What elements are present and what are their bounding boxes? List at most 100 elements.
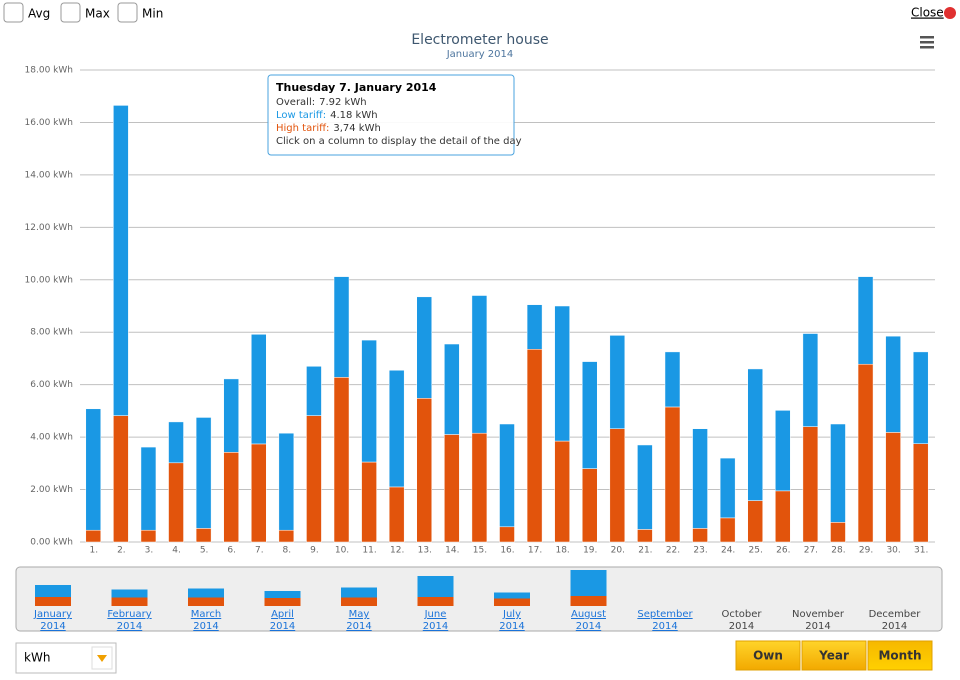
bar-segment[interactable]	[168, 462, 184, 543]
bar-segment[interactable]	[223, 452, 239, 543]
bar-segment[interactable]	[195, 417, 212, 529]
bar-segment[interactable]	[361, 339, 377, 463]
mini-bar-high[interactable]	[570, 596, 607, 606]
bar-segment[interactable]	[719, 517, 736, 543]
bar-segment[interactable]	[251, 443, 267, 543]
month-link[interactable]: February	[107, 609, 151, 620]
bar-segment[interactable]	[113, 105, 129, 416]
bar-segment[interactable]	[802, 426, 819, 543]
bar-segment[interactable]	[554, 440, 570, 543]
bar-segment[interactable]	[664, 351, 681, 408]
bar-segment[interactable]	[388, 486, 405, 543]
bar-segment[interactable]	[333, 276, 350, 378]
bar-segment[interactable]	[113, 415, 129, 543]
mini-bar-high[interactable]	[111, 597, 148, 607]
mini-bar-low[interactable]	[111, 589, 148, 598]
bar-segment[interactable]	[885, 335, 901, 433]
mini-bar-low[interactable]	[570, 570, 607, 596]
bar-segment[interactable]	[857, 363, 874, 543]
bar-segment[interactable]	[251, 334, 267, 445]
bar-segment[interactable]	[168, 421, 184, 464]
bar-segment[interactable]	[333, 377, 350, 543]
bar-segment[interactable]	[85, 529, 102, 543]
bar-segment[interactable]	[581, 361, 598, 469]
bar-segment[interactable]	[857, 276, 874, 365]
bar-segment[interactable]	[416, 398, 433, 543]
mini-bar-low[interactable]	[341, 587, 377, 598]
bar-segment[interactable]	[306, 415, 322, 543]
month-link[interactable]: September	[637, 609, 693, 620]
bar-segment[interactable]	[830, 423, 846, 523]
mini-bar-low[interactable]	[494, 592, 530, 599]
bar-segment[interactable]	[912, 443, 929, 543]
mini-bar-low[interactable]	[417, 576, 454, 597]
bar-segment[interactable]	[361, 461, 377, 543]
month-year[interactable]: 2014	[117, 621, 142, 632]
menu-icon[interactable]	[920, 36, 934, 49]
bar-segment[interactable]	[140, 529, 157, 543]
month-link[interactable]: July	[502, 609, 521, 620]
bar-segment[interactable]	[775, 410, 791, 492]
period-button[interactable]	[867, 640, 933, 671]
bar-segment[interactable]	[664, 406, 681, 543]
bar-segment[interactable]	[85, 408, 102, 531]
month-year[interactable]: 2014	[499, 621, 524, 632]
bar-segment[interactable]	[526, 304, 543, 350]
bar-segment[interactable]	[692, 428, 708, 529]
mini-bar-high[interactable]	[35, 597, 71, 606]
mini-bar-high[interactable]	[341, 597, 377, 607]
month-year[interactable]: 2014	[576, 621, 601, 632]
month-link[interactable]: April	[271, 609, 294, 620]
month-year[interactable]: 2014	[40, 621, 65, 632]
month-link[interactable]: August	[571, 609, 606, 620]
bar-segment[interactable]	[444, 343, 460, 435]
month-link[interactable]: May	[349, 609, 370, 620]
bar-segment[interactable]	[195, 528, 212, 543]
bar-segment[interactable]	[775, 490, 791, 543]
bar-segment[interactable]	[830, 522, 846, 543]
bar-segment[interactable]	[416, 296, 433, 399]
mini-bar-low[interactable]	[35, 585, 71, 597]
month-year[interactable]: 2014	[652, 621, 677, 632]
bar-segment[interactable]	[581, 468, 598, 543]
bar-segment[interactable]	[692, 528, 708, 543]
bar-segment[interactable]	[719, 457, 736, 519]
month-year[interactable]: 2014	[423, 621, 448, 632]
bar-segment[interactable]	[747, 500, 763, 543]
bar-segment[interactable]	[499, 423, 515, 528]
month-link[interactable]: January	[33, 609, 72, 620]
mini-bar-high[interactable]	[417, 597, 454, 606]
checkbox[interactable]	[60, 2, 81, 23]
bar-segment[interactable]	[306, 366, 322, 416]
bar-segment[interactable]	[609, 335, 626, 429]
bar-segment[interactable]	[278, 432, 295, 531]
month-year[interactable]: 2014	[346, 621, 371, 632]
mini-bar-low[interactable]	[264, 591, 301, 598]
bar-segment[interactable]	[609, 428, 626, 543]
month-year[interactable]: 2014	[193, 621, 218, 632]
bar-segment[interactable]	[499, 526, 515, 543]
month-year[interactable]: 2014	[270, 621, 295, 632]
bar-segment[interactable]	[526, 349, 543, 543]
bar-segment[interactable]	[912, 351, 929, 444]
mini-bar-high[interactable]	[264, 598, 301, 606]
bar-segment[interactable]	[554, 305, 570, 442]
close-link[interactable]: Close	[911, 6, 944, 20]
bar-segment[interactable]	[223, 378, 239, 453]
checkbox[interactable]	[3, 2, 24, 23]
bar-segment[interactable]	[637, 529, 653, 543]
month-link[interactable]: March	[191, 609, 221, 620]
bar-segment[interactable]	[388, 369, 405, 488]
bar-segment[interactable]	[471, 432, 488, 543]
bar-segment[interactable]	[637, 444, 653, 530]
bar-segment[interactable]	[444, 434, 460, 543]
bar-segment[interactable]	[747, 368, 763, 501]
checkbox[interactable]	[117, 2, 138, 23]
mini-bar-high[interactable]	[188, 597, 224, 607]
bar-segment[interactable]	[885, 432, 901, 543]
bar-segment[interactable]	[140, 446, 157, 531]
mini-bar-low[interactable]	[188, 588, 224, 598]
close-icon[interactable]	[944, 7, 956, 19]
bar-segment[interactable]	[802, 333, 819, 427]
month-link[interactable]: June	[424, 609, 447, 620]
